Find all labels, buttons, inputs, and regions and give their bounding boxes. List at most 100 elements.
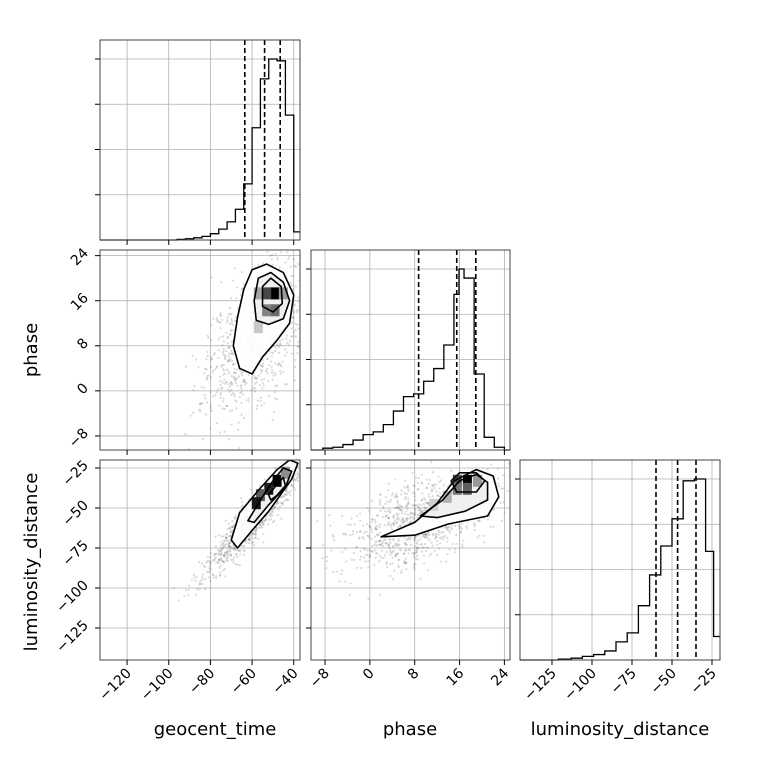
joint-phase-vs-luminosity-distance-sample-point [350,517,353,520]
joint-phase-vs-luminosity-distance-sample-point [421,492,424,495]
joint-geocent-time-vs-luminosity-distance-sample-point [231,520,234,523]
joint-phase-vs-luminosity-distance-sample-point [401,512,404,515]
joint-geocent-time-vs-luminosity-distance-sample-point [241,501,244,504]
joint-phase-vs-luminosity-distance-sample-point [419,577,422,581]
joint-phase-vs-luminosity-distance-sample-point [387,543,390,547]
joint-geocent-time-vs-phase-sample-point [232,393,235,396]
joint-phase-vs-luminosity-distance-sample-point [424,508,428,512]
joint-geocent-time-vs-phase-sample-point [277,344,280,347]
joint-geocent-time-vs-luminosity-distance-sample-point [223,568,227,571]
joint-phase-vs-luminosity-distance-sample-point [388,508,391,511]
joint-geocent-time-vs-luminosity-distance-sample-point [227,522,230,525]
joint-phase-vs-luminosity-distance-sample-point [364,560,367,563]
joint-phase-vs-luminosity-distance-sample-point [438,530,441,534]
joint-geocent-time-vs-luminosity-distance-sample-point [270,510,274,513]
joint-geocent-time-vs-phase-sample-point [263,402,266,405]
joint-geocent-time-vs-phase-sample-point [296,323,299,326]
joint-geocent-time-vs-luminosity-distance-sample-point [208,565,211,569]
joint-phase-vs-luminosity-distance-sample-point [348,593,351,597]
joint-phase-vs-luminosity-distance-sample-point [502,501,505,504]
joint-geocent-time-vs-phase-sample-point [230,423,233,426]
joint-phase-vs-luminosity-distance-sample-point [370,528,373,531]
joint-geocent-time-vs-luminosity-distance-density-cell [251,497,261,510]
joint-geocent-time-vs-phase-sample-point [292,331,295,334]
joint-phase-vs-luminosity-distance-sample-point [386,500,389,503]
joint-phase-vs-luminosity-distance-sample-point [423,532,426,536]
joint-phase-vs-luminosity-distance-xtick-label: 24 [488,665,512,689]
joint-geocent-time-vs-luminosity-distance-sample-point [224,550,227,554]
joint-geocent-time-vs-phase-sample-point [243,383,247,386]
joint-geocent-time-vs-luminosity-distance-sample-point [294,473,297,476]
joint-phase-vs-luminosity-distance-sample-point [325,560,328,563]
joint-phase-vs-luminosity-distance-sample-point [378,539,381,542]
joint-geocent-time-vs-luminosity-distance-sample-point [314,447,316,449]
joint-geocent-time-vs-phase-sample-point [228,382,231,386]
joint-geocent-time-vs-luminosity-distance-sample-point [229,531,232,534]
joint-geocent-time-vs-luminosity-distance-sample-point [204,587,207,591]
joint-geocent-time-vs-phase-sample-point [287,343,290,346]
joint-phase-vs-luminosity-distance-sample-point [413,545,417,548]
joint-phase-vs-luminosity-distance-sample-point [413,513,416,516]
joint-geocent-time-vs-luminosity-distance-sample-point [227,539,230,542]
joint-geocent-time-vs-phase-sample-point [234,316,238,319]
joint-geocent-time-vs-phase-sample-point [262,384,265,387]
joint-geocent-time-vs-phase-sample-point [199,410,202,413]
joint-phase-vs-luminosity-distance-sample-point [397,503,400,506]
marginal-geocent-time-frame [99,39,301,241]
joint-phase-vs-luminosity-distance-sample-point [394,494,397,497]
joint-geocent-time-vs-phase-density-cell [262,287,272,300]
joint-phase-vs-luminosity-distance-sample-point [376,514,379,517]
marginal-geocent-time [95,40,300,241]
joint-phase-vs-luminosity-distance-sample-point [384,495,388,499]
joint-geocent-time-vs-luminosity-distance-sample-point [264,518,267,521]
joint-geocent-time-vs-phase-sample-point [221,318,224,322]
joint-phase-vs-luminosity-distance-sample-point [448,531,451,534]
joint-geocent-time-vs-luminosity-distance-sample-point [212,554,216,557]
joint-geocent-time-vs-phase-sample-point [290,352,294,355]
joint-phase-vs-luminosity-distance-sample-point [370,520,373,523]
joint-phase-vs-luminosity-distance-sample-point [431,544,434,547]
joint-geocent-time-vs-phase-sample-point [210,339,213,342]
joint-geocent-time-vs-luminosity-distance-sample-point [226,527,229,531]
joint-geocent-time-vs-phase-sample-point [191,354,195,357]
joint-phase-vs-luminosity-distance-sample-point [389,538,392,541]
joint-phase-vs-luminosity-distance-sample-point [414,535,418,538]
joint-geocent-time-vs-phase-sample-point [261,387,264,390]
joint-phase-vs-luminosity-distance-sample-point [442,484,446,487]
joint-phase-vs-luminosity-distance-sample-point [430,552,433,555]
joint-geocent-time-vs-phase-sample-point [267,394,270,397]
joint-phase-vs-luminosity-distance-sample-point [384,502,387,506]
joint-geocent-time-vs-luminosity-distance-sample-point [222,569,225,572]
joint-phase-vs-luminosity-distance-sample-point [409,516,412,519]
joint-phase-vs-luminosity-distance-sample-point [401,505,404,508]
joint-geocent-time-vs-phase-sample-point [284,261,287,264]
joint-geocent-time-vs-luminosity-distance-sample-point [273,519,276,522]
joint-geocent-time-vs-phase-sample-point [243,380,246,383]
joint-geocent-time-vs-luminosity-distance-sample-point [277,508,280,511]
joint-geocent-time-vs-phase-sample-point [292,316,295,319]
joint-geocent-time-vs-luminosity-distance-sample-point [297,473,300,476]
joint-phase-vs-luminosity-distance-sample-point [406,502,410,505]
joint-geocent-time-vs-luminosity-distance-sample-point [250,533,253,536]
joint-geocent-time-vs-phase-sample-point [272,374,275,377]
joint-phase-vs-luminosity-distance-sample-point [379,492,382,496]
joint-phase-vs-luminosity-distance-sample-point [436,539,439,543]
joint-phase-vs-luminosity-distance-sample-point [443,535,447,538]
joint-phase-vs-luminosity-distance-sample-point [371,518,375,521]
joint-phase-vs-luminosity-distance-sample-point [423,554,426,557]
joint-geocent-time-vs-luminosity-distance-sample-point [279,501,282,504]
joint-phase-vs-luminosity-distance-sample-point [336,570,339,573]
joint-geocent-time-vs-phase-sample-point [213,368,217,371]
joint-phase-vs-luminosity-distance-sample-point [445,560,448,563]
joint-phase-vs-luminosity-distance-sample-point [397,506,400,510]
joint-phase-vs-luminosity-distance-sample-point [378,526,381,529]
joint-geocent-time-vs-phase-sample-point [233,367,236,370]
joint-geocent-time-vs-luminosity-distance-sample-point [248,538,251,541]
joint-phase-vs-luminosity-distance-sample-point [446,553,449,556]
joint-geocent-time-vs-luminosity-distance-sample-point [259,526,262,529]
joint-geocent-time-vs-phase-sample-point [230,374,233,378]
joint-phase-vs-luminosity-distance-sample-point [436,543,439,546]
joint-geocent-time-vs-phase-sample-point [273,391,276,394]
joint-phase-vs-luminosity-distance-sample-point [383,554,386,557]
joint-geocent-time-vs-luminosity-distance-sample-point [257,526,260,529]
